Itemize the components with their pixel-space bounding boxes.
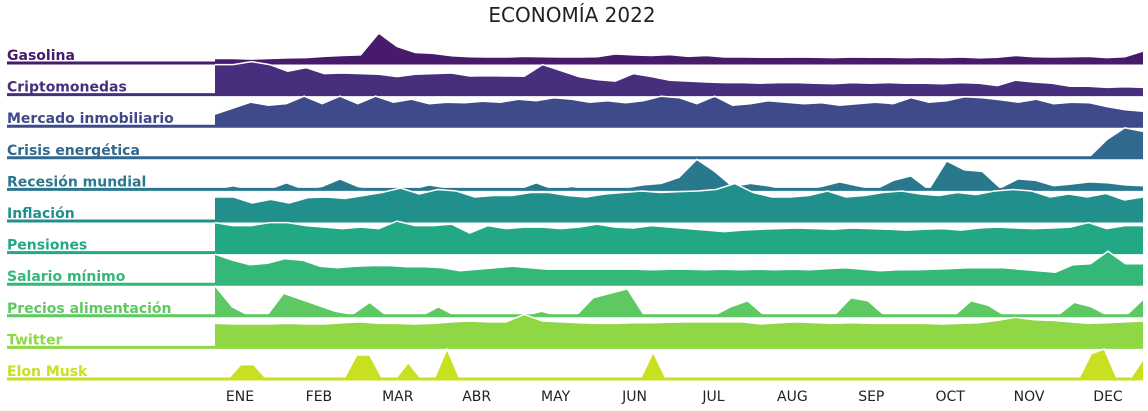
- series-label-mercado-inmobiliario: Mercado inmobiliario: [7, 111, 174, 127]
- ridge-outline-precios-alimentacion: [214, 285, 1144, 317]
- area-precios-alimentacion: [215, 285, 1143, 316]
- ridge-outline-crisis-energetica: [215, 127, 1144, 159]
- ridge-crisis-energetica: Crisis energética: [7, 127, 1144, 160]
- ridge-outline-inflacion: [215, 182, 1144, 204]
- x-tick-label-jun: JUN: [621, 389, 647, 405]
- ridge-gasolina: Gasolina: [7, 31, 1144, 65]
- x-tick-label-dec: DEC: [1093, 389, 1123, 405]
- ridge-elon-musk: Elon Musk: [7, 347, 1144, 381]
- area-crisis-energetica: [215, 127, 1143, 158]
- x-axis: ENE FEB MAR ABR MAY JUN JUL AUG SEP OCT NOV DEC: [226, 389, 1123, 405]
- x-tick-label-may: MAY: [541, 389, 571, 405]
- x-tick-label-feb: FEB: [306, 389, 333, 405]
- series-label-inflacion: Inflación: [7, 206, 75, 222]
- series-label-gasolina: Gasolina: [7, 48, 75, 64]
- ridge-criptomonedas: Criptomonedas: [7, 60, 1144, 97]
- x-tick-label-ene: ENE: [226, 389, 254, 405]
- ridge-outline-twitter: [214, 313, 1144, 325]
- ridge-twitter: Twitter: [7, 313, 1144, 349]
- series-label-pensiones: Pensiones: [7, 238, 87, 254]
- ridge-outline-gasolina: [215, 31, 1144, 60]
- area-elon-musk: [215, 349, 1143, 379]
- ridges-group: Gasolina Criptomonedas Mercado inmobiliari…: [7, 31, 1144, 381]
- ridge-outline-salario-minimo: [214, 250, 1143, 273]
- x-tick-label-mar: MAR: [382, 389, 414, 405]
- x-tick-label-abr: ABR: [462, 389, 491, 405]
- ridge-mercado-inmobiliario: Mercado inmobiliario: [7, 95, 1144, 128]
- area-recesion-mundial: [215, 159, 1143, 190]
- ridge-inflacion: Inflación: [7, 182, 1144, 223]
- ridge-outline-mercado-inmobiliario: [214, 95, 1144, 115]
- area-criptomonedas: [215, 61, 1143, 95]
- series-label-elon-musk: Elon Musk: [7, 364, 88, 380]
- series-label-twitter: Twitter: [7, 332, 63, 348]
- ridge-pensiones: Pensiones: [7, 220, 1143, 255]
- x-tick-label-oct: OCT: [936, 389, 966, 405]
- series-label-salario-minimo: Salario mínimo: [7, 269, 126, 285]
- x-tick-label-sep: SEP: [858, 389, 884, 405]
- area-salario-minimo: [215, 251, 1143, 285]
- ridge-salario-minimo: Salario mínimo: [7, 250, 1143, 286]
- ridge-precios-alimentacion: Precios alimentación: [7, 285, 1144, 318]
- series-label-criptomonedas: Criptomonedas: [7, 80, 127, 96]
- x-tick-label-aug: AUG: [777, 389, 808, 405]
- x-tick-label-nov: NOV: [1014, 389, 1045, 405]
- ridge-recesion-mundial: Recesión mundial: [7, 158, 1144, 191]
- ridge-outline-criptomonedas: [215, 60, 1144, 89]
- series-label-crisis-energetica: Crisis energética: [7, 143, 140, 159]
- x-tick-label-jul: JUL: [701, 389, 724, 405]
- area-mercado-inmobiliario: [215, 96, 1143, 127]
- ridge-outline-pensiones: [214, 220, 1143, 234]
- area-gasolina: [215, 33, 1143, 63]
- chart-title: ECONOMÍA 2022: [488, 3, 655, 27]
- series-label-recesion-mundial: Recesión mundial: [7, 174, 146, 190]
- area-pensiones: [215, 221, 1143, 253]
- series-label-precios-alimentacion: Precios alimentación: [7, 301, 172, 317]
